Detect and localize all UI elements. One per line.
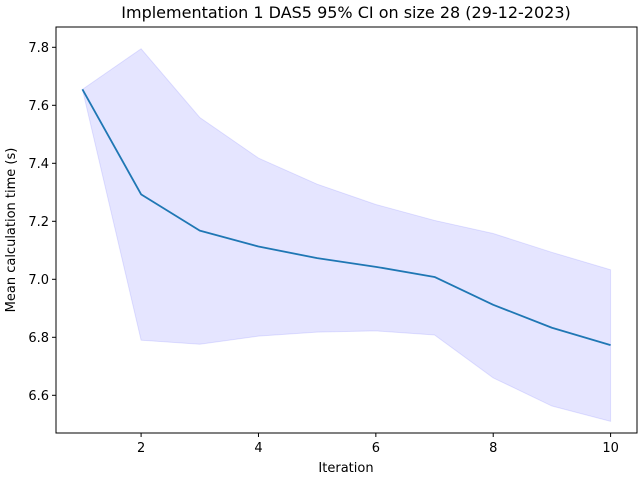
data-point-4	[258, 246, 260, 248]
x-tick-label: 10	[602, 441, 619, 456]
y-tick-label: 7.6	[28, 99, 49, 114]
y-tick-label: 7.0	[28, 273, 49, 288]
data-point-9	[551, 327, 553, 329]
y-tick-label: 7.8	[28, 41, 49, 56]
data-point-6	[375, 266, 377, 268]
y-tick-label: 7.4	[28, 157, 49, 172]
confidence-band-0	[81, 48, 612, 423]
data-point-10	[610, 344, 612, 346]
plot-area	[81, 48, 612, 423]
data-point-2	[140, 194, 142, 196]
data-point-3	[199, 230, 201, 232]
x-axis: 2 4 6 8 10	[137, 433, 619, 456]
y-tick-label: 6.8	[28, 331, 49, 346]
data-point-1	[82, 89, 84, 91]
y-axis-label: Mean calculation time (s)	[4, 148, 19, 313]
series-line-0	[81, 88, 611, 346]
y-tick-label: 6.6	[28, 389, 49, 404]
x-axis-label: Iteration	[318, 461, 373, 476]
x-tick-label: 4	[254, 441, 262, 456]
plot-frame	[55, 26, 638, 434]
y-tick-label: 7.2	[28, 215, 49, 230]
y-axis: 6.6 6.8 7.0 7.2 7.4 7.6 7.8	[28, 41, 56, 404]
chart-title: Implementation 1 DAS5 95% CI on size 28 …	[121, 3, 570, 22]
x-tick-label: 2	[137, 441, 145, 456]
x-tick-label: 8	[489, 441, 497, 456]
data-point-7	[434, 276, 436, 278]
data-point-5	[316, 257, 318, 259]
data-point-8	[492, 304, 494, 306]
x-tick-label: 6	[372, 441, 380, 456]
